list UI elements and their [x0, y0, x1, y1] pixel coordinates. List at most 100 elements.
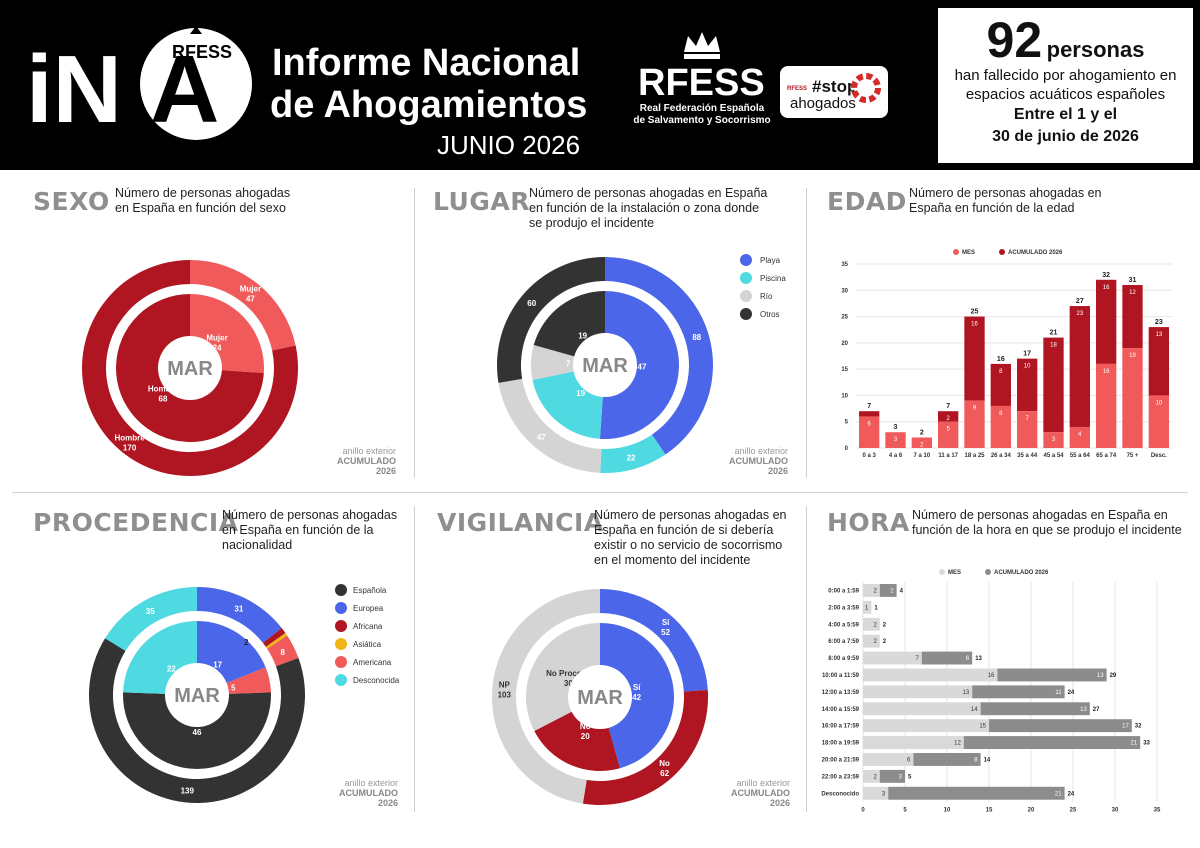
bar-acumulado — [888, 786, 1065, 800]
summary-line4: 30 de junio de 2026 — [992, 128, 1139, 145]
y-tick-label: 12:00 a 13:59 — [822, 690, 860, 696]
x-tick-label: 35 a 44 — [1017, 453, 1038, 459]
summary-line1: han fallecido por ahogamiento en — [954, 67, 1177, 84]
x-tick-label: 26 a 34 — [991, 453, 1012, 459]
bar-mes-label: 12 — [954, 741, 961, 747]
lugar-desc: Número de personas ahogadas en España en… — [529, 186, 768, 230]
lugar-ring-note: anillo exterior ACUMULADO 2026 — [692, 446, 788, 476]
x-tick-label: 4 a 6 — [889, 453, 903, 459]
ring-note-line3: 2026 — [767, 466, 788, 476]
bar-mes — [911, 437, 932, 448]
legend-label: MES — [948, 570, 961, 576]
summary-line3: Entre el 1 y el — [1013, 106, 1118, 123]
ring-note-line1: anillo exterior — [734, 446, 788, 456]
y-tick-label: 30 — [841, 288, 848, 294]
vigilancia-outer-label: Sí — [662, 618, 670, 627]
legend-label: ACUMULADO 2026 — [1008, 250, 1063, 256]
bar-total-label: 4 — [900, 588, 904, 594]
vigilancia-outer-slice — [491, 589, 600, 804]
bar-total-label: 27 — [1093, 707, 1100, 713]
header: iN A RFESS Informe Nacional de Ahogamien… — [0, 0, 1200, 170]
y-tick-label: 16:00 a 17:59 — [822, 724, 860, 730]
legend-marker — [740, 254, 752, 266]
vigilancia-outer-label: 62 — [660, 769, 669, 778]
bar-mes-label: 9 — [973, 406, 977, 412]
rfess-crown-icon — [684, 32, 720, 59]
donut-center-label: MAR — [577, 687, 623, 709]
x-tick-label: 30 — [1112, 808, 1119, 814]
legend-marker — [335, 656, 347, 668]
procedencia-outer-slice — [267, 635, 299, 667]
summary-box: 92 personas han fallecido por ahogamient… — [938, 8, 1193, 163]
bar-acumulado-label: 16 — [1103, 285, 1110, 291]
bar-total-label: 24 — [1068, 690, 1075, 696]
sexo-outer-label: 47 — [246, 294, 255, 303]
bar-total-label: 32 — [1135, 724, 1142, 730]
legend-marker — [740, 272, 752, 284]
x-tick-label: 0 — [861, 808, 865, 814]
legend-label: Otros — [760, 310, 780, 319]
divider-v1 — [414, 188, 415, 478]
procedencia-inner-label: 5 — [231, 683, 236, 692]
procedencia-desc: Número de personas ahogadas en España en… — [222, 508, 398, 552]
lifebuoy-icon — [851, 73, 881, 103]
bar-mes-label: 16 — [988, 673, 995, 679]
bar-mes-label: 19 — [1129, 353, 1136, 359]
divider-v4 — [806, 506, 807, 812]
lugar-outer-label: 88 — [692, 333, 701, 342]
bar-total-label: 14 — [984, 757, 991, 763]
bar-acumulado-label: 13 — [1080, 707, 1087, 713]
vigilancia-outer-slice — [582, 689, 708, 805]
bar-mes — [863, 600, 872, 614]
bar-mes — [863, 719, 989, 733]
bar-mes-label: 2 — [873, 622, 877, 628]
procedencia-donut-chart: 31 8 139 35 17 5 46 22 MAR 2 — [88, 587, 305, 803]
y-tick-label: 8:00 a 9:59 — [828, 656, 859, 662]
procedencia-outer-slice — [262, 628, 286, 647]
bar-mes — [938, 421, 959, 448]
donut-center — [165, 663, 229, 727]
vigilancia-inner-label: 20 — [581, 732, 590, 741]
y-tick-label: 35 — [841, 262, 848, 268]
bar-acumulado-label: 16 — [971, 322, 978, 328]
bar-mes-label: 6 — [907, 757, 911, 763]
bar-total-label: 21 — [1050, 330, 1058, 337]
bar-acumulado-label: 23 — [1076, 311, 1083, 317]
legend-marker — [953, 249, 959, 255]
bar-acumulado-label: 10 — [1024, 364, 1031, 370]
rfess-logo-text: RFESS — [638, 62, 765, 104]
bar-mes — [1069, 426, 1090, 448]
sexo-inner-label: 24 — [213, 344, 222, 353]
procedencia-outer-label: 139 — [181, 787, 195, 796]
bar-acumulado — [938, 411, 959, 422]
bar-total-label: 7 — [867, 403, 871, 410]
lugar-outer-slice — [600, 434, 666, 473]
header-title-line2: de Ahogamientos — [270, 84, 587, 126]
procedencia-legend: Española Europea Africana Asiática Americana… — [335, 584, 400, 686]
legend-marker — [335, 638, 347, 650]
bar-mes-label: 16 — [1103, 369, 1110, 375]
y-tick-label: 6:00 a 7:59 — [828, 639, 859, 645]
lugar-inner-label: 7 — [566, 360, 571, 369]
header-title-line1: Informe Nacional — [272, 42, 580, 84]
vigilancia-outer-label: 103 — [498, 690, 512, 699]
bar-mes — [1043, 432, 1064, 448]
x-tick-label: 10 — [944, 808, 951, 814]
bar-acumulado — [989, 719, 1132, 733]
legend-marker — [335, 620, 347, 632]
bar-acumulado-label: 18 — [1050, 343, 1057, 349]
sexo-inner-label: Mujer — [206, 334, 227, 343]
bar-acumulado-label: 2 — [890, 588, 894, 594]
bar-acumulado-label: 21 — [1131, 741, 1138, 747]
bar-mes-label: 8 — [999, 411, 1003, 417]
sexo-outer-label: 170 — [123, 444, 137, 453]
bar-acumulado — [1096, 279, 1117, 364]
y-tick-label: 10 — [841, 393, 848, 399]
legend-label: Europea — [353, 604, 384, 613]
bar-mes-label: 13 — [963, 690, 970, 696]
legend-label: MES — [962, 250, 975, 256]
legend-marker — [335, 674, 347, 686]
donut-center — [568, 665, 632, 729]
bar-acumulado-label: 11 — [1055, 690, 1062, 696]
stop-badge-brand: RFESS — [787, 86, 807, 92]
